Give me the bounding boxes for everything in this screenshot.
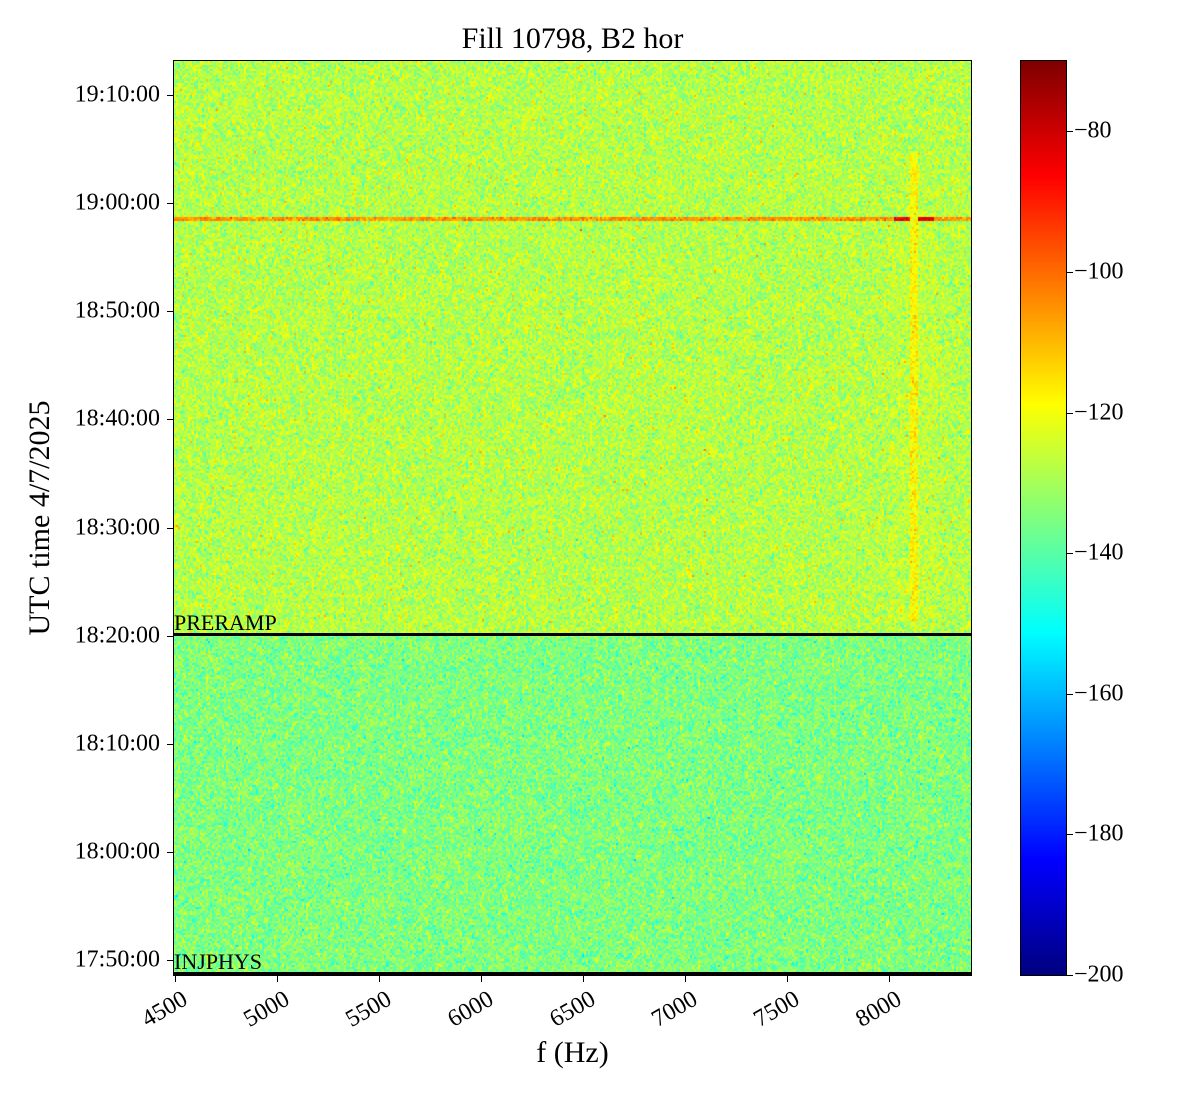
x-tick-label: 7000 — [648, 986, 703, 1033]
x-tick-label: 5000 — [239, 986, 294, 1033]
colorbar-tick-label: −120 — [1074, 399, 1124, 426]
event-marker-label: INJPHYS — [174, 949, 262, 975]
colorbar-tick-mark — [1066, 272, 1073, 273]
y-tick-mark — [167, 203, 174, 204]
y-tick-label: 17:50:00 — [75, 947, 160, 974]
event-marker-label: PRERAMP — [174, 610, 277, 636]
y-tick-label: 18:10:00 — [75, 730, 160, 757]
colorbar-tick-mark — [1066, 834, 1073, 835]
y-tick-mark — [167, 636, 174, 637]
x-tick-mark — [889, 975, 890, 982]
y-tick-label: 18:40:00 — [75, 406, 160, 433]
colorbar-frame — [1020, 60, 1067, 976]
y-tick-label: 19:00:00 — [75, 190, 160, 217]
spectrogram-heatmap — [174, 61, 971, 975]
x-tick-label: 6000 — [444, 986, 499, 1033]
x-tick-mark — [685, 975, 686, 982]
y-tick-mark — [167, 311, 174, 312]
colorbar-tick-mark — [1066, 413, 1073, 414]
x-tick-mark — [583, 975, 584, 982]
x-tick-label: 4500 — [137, 986, 192, 1033]
y-tick-label: 18:00:00 — [75, 838, 160, 865]
colorbar-tick-mark — [1066, 131, 1073, 132]
y-tick-label: 18:20:00 — [75, 622, 160, 649]
event-marker-line — [174, 633, 971, 636]
colorbar-tick-mark — [1066, 553, 1073, 554]
x-tick-mark — [277, 975, 278, 982]
event-marker-line — [174, 972, 971, 975]
y-tick-mark — [167, 852, 174, 853]
y-tick-label: 19:10:00 — [75, 82, 160, 109]
chart-title: Fill 10798, B2 hor — [174, 22, 971, 56]
y-tick-mark — [167, 528, 174, 529]
y-tick-mark — [167, 744, 174, 745]
colorbar-tick-mark — [1066, 975, 1073, 976]
y-tick-label: 18:50:00 — [75, 298, 160, 325]
colorbar-tick-label: −140 — [1074, 540, 1124, 567]
x-tick-label: 6500 — [546, 986, 601, 1033]
x-tick-mark — [787, 975, 788, 982]
y-axis-label: UTC time 4/7/2025 — [23, 401, 57, 636]
x-axis-label: f (Hz) — [174, 1036, 971, 1070]
y-tick-label: 18:30:00 — [75, 514, 160, 541]
y-tick-mark — [167, 419, 174, 420]
x-tick-label: 8000 — [852, 986, 907, 1033]
colorbar-tick-label: −100 — [1074, 258, 1124, 285]
x-tick-mark — [481, 975, 482, 982]
x-tick-mark — [379, 975, 380, 982]
y-tick-mark — [167, 960, 174, 961]
colorbar-tick-label: −160 — [1074, 680, 1124, 707]
x-tick-label: 5500 — [342, 986, 397, 1033]
colorbar-tick-mark — [1066, 694, 1073, 695]
x-tick-mark — [175, 975, 176, 982]
colorbar-tick-label: −180 — [1074, 821, 1124, 848]
colorbar-tick-label: −80 — [1074, 118, 1112, 145]
x-tick-label: 7500 — [750, 986, 805, 1033]
y-tick-mark — [167, 95, 174, 96]
colorbar-tick-label: −200 — [1074, 962, 1124, 989]
